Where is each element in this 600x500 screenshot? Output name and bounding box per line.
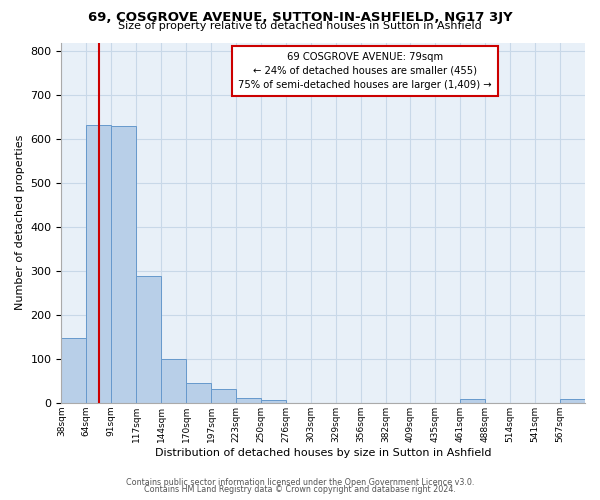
Text: 69, COSGROVE AVENUE, SUTTON-IN-ASHFIELD, NG17 3JY: 69, COSGROVE AVENUE, SUTTON-IN-ASHFIELD,… [88, 11, 512, 24]
Text: 69 COSGROVE AVENUE: 79sqm
← 24% of detached houses are smaller (455)
75% of semi: 69 COSGROVE AVENUE: 79sqm ← 24% of detac… [238, 52, 492, 90]
Bar [211, 388, 236, 403]
Bar [460, 400, 485, 403]
Bar [111, 126, 136, 403]
Text: Contains public sector information licensed under the Open Government Licence v3: Contains public sector information licen… [126, 478, 474, 487]
Text: Size of property relative to detached houses in Sutton in Ashfield: Size of property relative to detached ho… [118, 21, 482, 31]
Y-axis label: Number of detached properties: Number of detached properties [15, 135, 25, 310]
Bar [136, 276, 161, 403]
Bar [560, 400, 585, 403]
Bar [261, 400, 286, 403]
Text: Contains HM Land Registry data © Crown copyright and database right 2024.: Contains HM Land Registry data © Crown c… [144, 485, 456, 494]
Bar [86, 125, 111, 403]
Bar [61, 338, 86, 403]
Bar [236, 398, 261, 403]
Bar [161, 359, 186, 403]
X-axis label: Distribution of detached houses by size in Sutton in Ashfield: Distribution of detached houses by size … [155, 448, 491, 458]
Bar [186, 382, 211, 403]
